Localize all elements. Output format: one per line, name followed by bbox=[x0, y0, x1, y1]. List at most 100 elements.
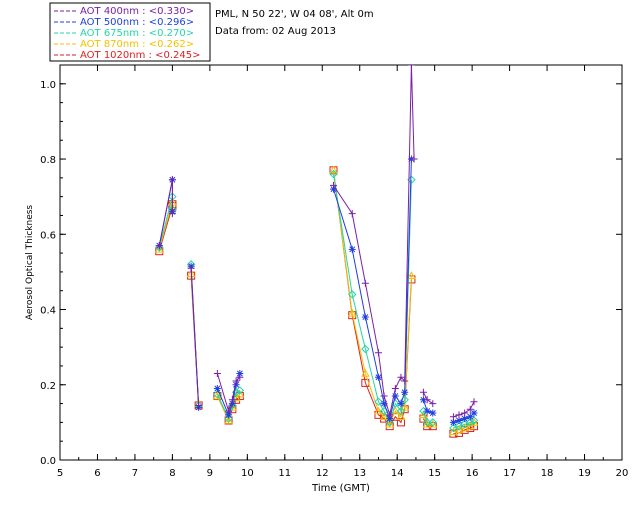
chart-title-block: PML, N 50 22', W 04 08', Alt 0m Data fro… bbox=[215, 9, 374, 37]
data-point bbox=[419, 396, 427, 404]
data-point bbox=[391, 385, 399, 393]
x-tick-label: 16 bbox=[466, 468, 479, 479]
y-tick-label: 0.8 bbox=[40, 155, 56, 166]
data-point bbox=[461, 415, 469, 423]
data-point bbox=[396, 406, 406, 416]
data-point bbox=[155, 242, 163, 250]
x-tick-label: 19 bbox=[578, 468, 591, 479]
data-point bbox=[397, 400, 405, 408]
chart-title: PML, N 50 22', W 04 08', Alt 0m bbox=[215, 9, 374, 20]
x-tick-label: 10 bbox=[241, 468, 254, 479]
data-point bbox=[407, 271, 416, 279]
data-point bbox=[380, 392, 388, 400]
legend-entry: AOT 675nm : <0.270> bbox=[80, 28, 194, 39]
data-point bbox=[391, 399, 400, 408]
data-point bbox=[235, 386, 245, 395]
data-point bbox=[455, 411, 463, 419]
data-point bbox=[232, 377, 240, 385]
data-point bbox=[374, 397, 383, 406]
data-point bbox=[466, 413, 474, 421]
data-point bbox=[401, 388, 409, 396]
x-tick-label: 5 bbox=[57, 468, 63, 479]
data-point bbox=[374, 406, 383, 415]
x-tick-label: 18 bbox=[541, 468, 554, 479]
data-point bbox=[428, 418, 438, 427]
data-point bbox=[466, 405, 474, 413]
data-point bbox=[396, 418, 405, 427]
y-tick-label: 0.2 bbox=[40, 381, 56, 392]
plot-area bbox=[154, 65, 479, 438]
y-tick-label: 0.0 bbox=[40, 456, 56, 467]
series-line bbox=[190, 268, 200, 406]
data-point bbox=[400, 402, 410, 411]
data-point bbox=[386, 411, 394, 419]
data-point bbox=[236, 369, 244, 377]
legend-entry: AOT 870nm : <0.262> bbox=[80, 39, 194, 50]
x-tick-label: 11 bbox=[278, 468, 291, 479]
data-point bbox=[422, 418, 432, 427]
data-point bbox=[410, 155, 418, 163]
data-point bbox=[396, 412, 406, 421]
legend: AOT 400nm : <0.330>AOT 500nm : <0.296>AO… bbox=[49, 2, 211, 62]
data-point bbox=[213, 385, 221, 393]
data-point bbox=[470, 409, 478, 417]
data-point bbox=[187, 264, 195, 272]
data-point bbox=[429, 409, 437, 417]
legend-entry: AOT 1020nm : <0.245> bbox=[80, 50, 200, 61]
data-point bbox=[329, 169, 338, 179]
data-point bbox=[423, 396, 431, 404]
data-point bbox=[168, 176, 176, 184]
legend-box bbox=[49, 2, 211, 62]
data-point bbox=[461, 409, 469, 417]
data-point bbox=[470, 398, 478, 406]
x-tick-label: 8 bbox=[169, 468, 175, 479]
data-point bbox=[348, 290, 357, 299]
data-point bbox=[232, 381, 240, 389]
legend-entry: AOT 400nm : <0.330> bbox=[80, 6, 194, 17]
y-tick-label: 0.4 bbox=[40, 306, 56, 317]
data-point bbox=[419, 410, 428, 419]
y-tick-label: 1.0 bbox=[40, 80, 56, 91]
x-tick-label: 9 bbox=[207, 468, 213, 479]
data-point bbox=[213, 369, 221, 377]
data-point bbox=[155, 243, 164, 252]
data-point bbox=[374, 349, 382, 357]
data-point bbox=[397, 373, 405, 381]
legend-entry: AOT 500nm : <0.296> bbox=[80, 17, 194, 28]
data-point bbox=[380, 400, 388, 408]
data-point bbox=[423, 407, 431, 415]
data-point bbox=[466, 418, 475, 427]
x-tick-label: 20 bbox=[616, 468, 629, 479]
data-point bbox=[361, 313, 369, 321]
x-tick-label: 12 bbox=[316, 468, 329, 479]
data-point bbox=[228, 396, 236, 404]
data-point bbox=[455, 417, 463, 424]
data-point bbox=[348, 245, 356, 253]
data-point bbox=[379, 412, 389, 421]
data-point bbox=[460, 423, 469, 432]
data-point bbox=[469, 416, 479, 425]
x-axis-label: Time (GMT) bbox=[311, 483, 370, 494]
x-tick-label: 14 bbox=[391, 468, 404, 479]
data-point bbox=[361, 344, 370, 354]
data-point bbox=[465, 421, 475, 430]
data-point bbox=[347, 308, 357, 317]
data-point bbox=[236, 373, 244, 381]
data-point bbox=[348, 210, 356, 218]
series-1 bbox=[155, 65, 478, 421]
data-point bbox=[449, 418, 457, 426]
series-line bbox=[333, 158, 412, 421]
data-point bbox=[391, 392, 399, 400]
data-point bbox=[195, 401, 203, 409]
x-tick-label: 7 bbox=[132, 468, 138, 479]
data-point bbox=[407, 65, 415, 69]
x-tick-label: 15 bbox=[428, 468, 441, 479]
y-axis-ticks: 0.0 0.2 0.4 0.6 0.8 1.0 bbox=[40, 80, 622, 467]
data-point bbox=[429, 400, 437, 408]
data-point bbox=[386, 415, 394, 423]
data-point bbox=[228, 401, 237, 410]
y-tick-label: 0.6 bbox=[40, 230, 56, 241]
data-point bbox=[361, 279, 369, 287]
